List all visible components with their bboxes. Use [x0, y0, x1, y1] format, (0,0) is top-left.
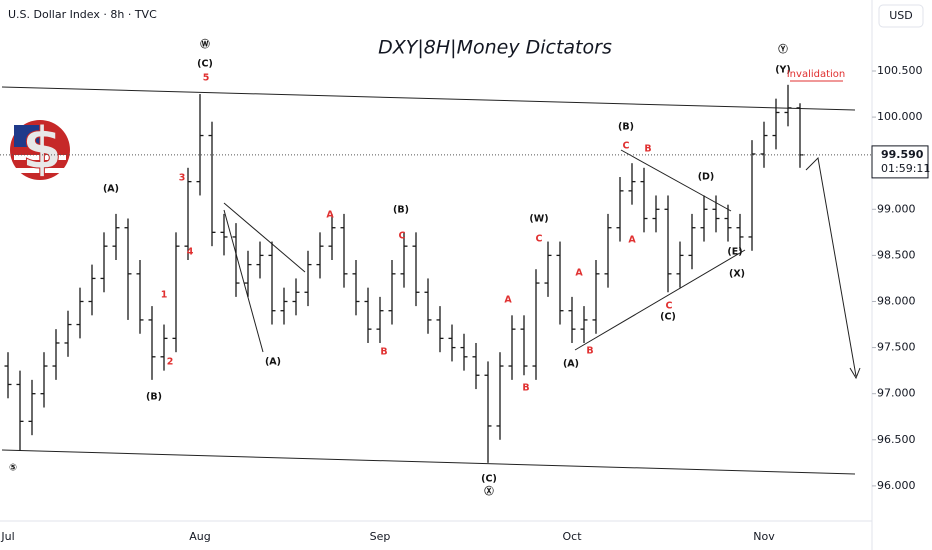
- y-tick-label: 97.500: [877, 341, 916, 354]
- wave-label: B: [380, 347, 387, 358]
- y-tick-label: 96.500: [877, 433, 916, 446]
- currency-box[interactable]: [878, 4, 924, 28]
- wave-label: (B): [146, 392, 162, 403]
- wave-label: (D): [698, 172, 715, 183]
- wave-label: (A): [265, 357, 281, 368]
- wave-label: B: [522, 383, 529, 394]
- wave-label: C: [666, 301, 673, 312]
- wave-label: (Y): [775, 65, 791, 76]
- wave-label: (B): [393, 205, 409, 216]
- wave-label: 5: [203, 73, 210, 84]
- svg-text:$: $: [22, 114, 62, 182]
- wave-label: (A): [103, 184, 119, 195]
- y-tick-label: 99.000: [877, 202, 916, 215]
- currency: USD: [889, 9, 913, 22]
- wave-label: 3: [179, 173, 186, 184]
- wave-label: Ⓧ: [484, 486, 494, 498]
- wave-label: ⑤: [9, 463, 17, 474]
- y-tick-label: 96.000: [877, 479, 916, 492]
- wave-label: Ⓦ: [200, 39, 210, 51]
- x-tick-label: Nov: [753, 530, 775, 543]
- wave-label: (A): [563, 359, 579, 370]
- last-price-box: [871, 145, 929, 179]
- wave-label: (W): [529, 214, 548, 225]
- flag-icon: $: [10, 114, 70, 183]
- wave-label: 2: [167, 357, 174, 368]
- y-tick-label: 97.000: [877, 387, 916, 400]
- wave-label: C: [536, 234, 543, 245]
- wave-label: B: [586, 346, 593, 357]
- wave-label: (X): [729, 269, 745, 280]
- y-tick-label: 100.000: [877, 110, 923, 123]
- wave-label: B: [644, 144, 651, 155]
- wave-label: A: [628, 235, 636, 246]
- wave-label: 4: [187, 247, 194, 258]
- chart-title: DXY|8H|Money Dictators: [378, 37, 612, 59]
- wave-label: (C): [660, 312, 676, 323]
- x-tick-label: Aug: [189, 530, 210, 543]
- wave-label: 1: [161, 290, 168, 301]
- wave-label: C: [623, 141, 630, 152]
- y-tick-label: 98.000: [877, 294, 916, 307]
- wave-label: A: [575, 268, 583, 279]
- x-tick-label: Sep: [370, 530, 391, 543]
- x-tick-label: Jul: [0, 530, 14, 543]
- wave-label: Invalidation: [787, 69, 846, 80]
- y-tick-label: 98.500: [877, 248, 916, 261]
- trend-lines: [1, 80, 861, 475]
- y-tick-label: 100.500: [877, 64, 923, 77]
- wave-label: (E): [727, 247, 742, 258]
- wave-label: (C): [481, 474, 497, 485]
- wave-label: A: [504, 295, 512, 306]
- wave-label: (C): [197, 59, 213, 70]
- last-price-label: 99.590: [881, 148, 924, 161]
- header: U.S. Dollar Index · 8h · TVC: [8, 8, 157, 21]
- x-tick-label: Oct: [562, 530, 582, 543]
- wave-label: C: [399, 231, 406, 242]
- wave-label: Ⓨ: [778, 44, 788, 56]
- countdown: 01:59:11: [881, 162, 930, 175]
- wave-label: A: [326, 210, 334, 221]
- wave-label: (B): [618, 122, 634, 133]
